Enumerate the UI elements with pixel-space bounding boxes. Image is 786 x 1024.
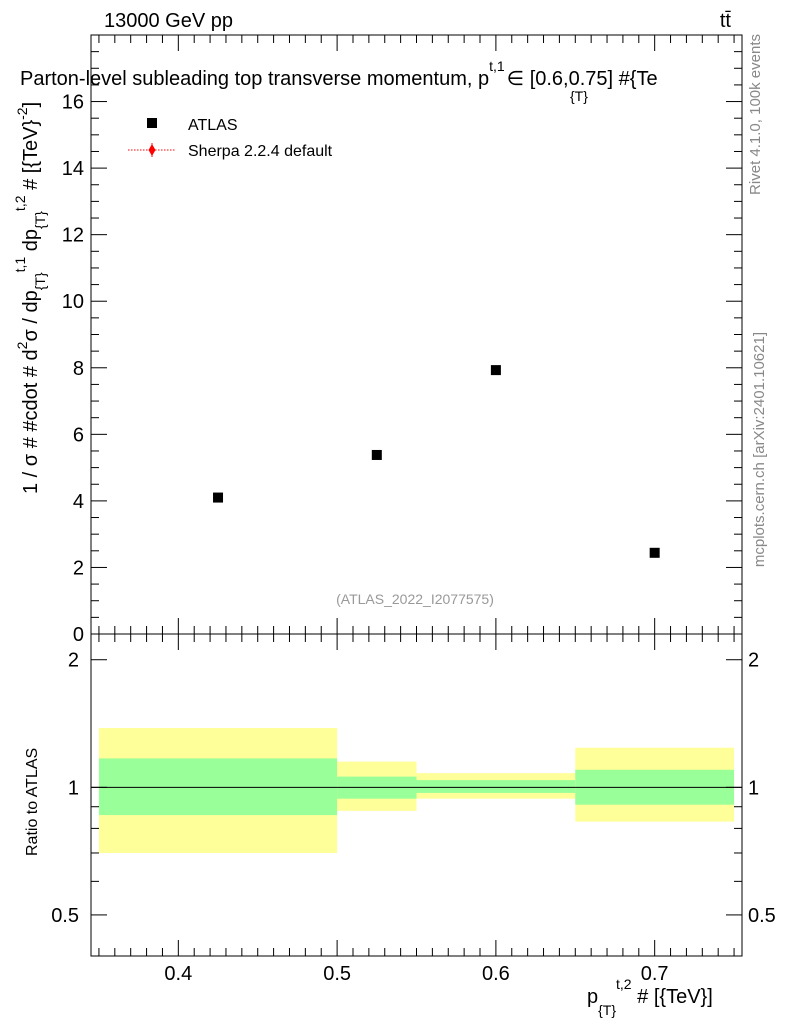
atlas-data-point <box>213 492 224 503</box>
ratio-y-axis-label: Ratio to ATLAS <box>24 748 41 856</box>
ratio-y-tick-label-right: 0.5 <box>748 905 776 927</box>
legend-atlas-marker <box>147 118 157 128</box>
legend-sherpa-label: Sherpa 2.2.4 default <box>188 143 333 160</box>
y-tick-label: 8 <box>73 358 84 380</box>
ratio-band-inner <box>416 780 576 793</box>
atlas-data-point <box>649 547 660 558</box>
energy-label: 13000 GeV pp <box>104 10 233 32</box>
y-tick-label: 6 <box>73 424 84 446</box>
process-label: tt̄ <box>720 10 732 32</box>
x-tick-label: 0.6 <box>482 963 510 985</box>
analysis-watermark: (ATLAS_2022_I2077575) <box>336 591 494 607</box>
y-tick-label: 14 <box>62 158 84 180</box>
plot-title: Parton-level subleading top transverse m… <box>20 58 658 90</box>
data-points <box>213 365 660 558</box>
ratio-y-tick-label-right: 2 <box>748 650 759 672</box>
x-tick-label: 0.7 <box>641 963 669 985</box>
atlas-data-point <box>490 365 501 376</box>
y-tick-label: 2 <box>73 557 84 579</box>
x-tick-label: 0.4 <box>164 963 192 985</box>
y-tick-label: 0 <box>73 624 84 646</box>
mcplots-label: mcplots.cern.ch [arXiv:2401.10621] <box>751 332 768 567</box>
y-tick-label: 4 <box>73 491 84 513</box>
legend-atlas-label: ATLAS <box>188 117 238 134</box>
y-tick-label: 10 <box>62 291 84 313</box>
ratio-band-inner <box>98 758 338 816</box>
ratio-y-tick-label-right: 1 <box>748 777 759 799</box>
plot-title-subscript: {T} <box>570 88 588 104</box>
legend-sherpa-marker <box>148 144 156 156</box>
ratio-y-tick-label-left: 2 <box>68 650 79 672</box>
atlas-data-point <box>371 449 382 460</box>
y-axis-label: 1 / σ # #cdot # d2σ / dp{T}t,1 dp{T}t,2 … <box>12 102 48 494</box>
ratio-bands <box>91 728 742 853</box>
y-tick-label: 16 <box>62 92 84 114</box>
x-axis-label: p{T}t,2 # [{TeV}] <box>587 976 713 1018</box>
ratio-y-tick-label-left: 1 <box>68 777 79 799</box>
ratio-y-tick-label-left: 0.5 <box>51 905 79 927</box>
axis-ticks <box>90 34 743 957</box>
x-tick-label: 0.5 <box>323 963 351 985</box>
y-tick-label: 12 <box>62 225 84 247</box>
rivet-version-label: Rivet 4.1.0, 100k events <box>747 34 764 195</box>
